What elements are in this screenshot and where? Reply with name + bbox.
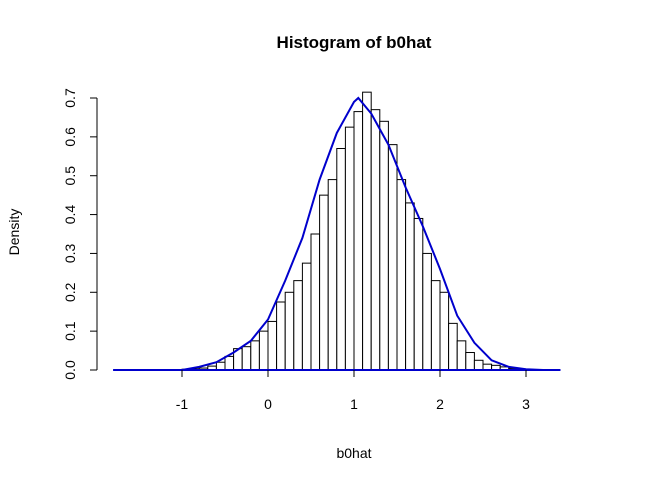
histogram-bar: [465, 352, 475, 371]
histogram-bar: [301, 262, 312, 371]
histogram-bar: [284, 291, 295, 371]
histogram-bar: [448, 322, 458, 371]
y-tick-label: 0.6: [62, 127, 78, 147]
histogram-bar: [430, 280, 441, 371]
y-tick-label: 0.7: [62, 88, 78, 108]
y-axis-label: Density: [6, 209, 22, 256]
y-tick-label: 0.2: [62, 282, 78, 302]
histogram-bar: [215, 361, 226, 371]
histogram-bar: [293, 280, 303, 371]
histogram-bars: [181, 91, 518, 371]
x-tick-label: 3: [522, 396, 530, 412]
x-axis-label: b0hat: [336, 445, 371, 461]
histogram-bar: [353, 111, 364, 371]
histogram-bar: [362, 91, 372, 371]
histogram-bar: [258, 330, 269, 371]
histogram-bar: [319, 194, 329, 371]
histogram-bar: [396, 179, 407, 371]
histogram-bar: [473, 359, 484, 371]
histogram-bar: [267, 320, 278, 371]
histogram-bar: [456, 340, 467, 371]
histogram-bar: [336, 148, 346, 371]
density-curve: [113, 96, 561, 371]
y-tick-label: 0.0: [62, 360, 78, 380]
y-tick-label: 0.5: [62, 166, 78, 186]
x-tick-label: 2: [436, 396, 444, 412]
histogram-bar: [370, 109, 381, 371]
x-tick-label: -1: [176, 396, 189, 412]
histogram-bar: [276, 301, 286, 371]
histogram-bar: [310, 233, 321, 371]
histogram-bar: [224, 355, 235, 371]
x-tick-label: 0: [264, 396, 272, 412]
y-tick-label: 0.4: [62, 205, 78, 225]
histogram-bar: [327, 179, 338, 371]
y-tick-label: 0.3: [62, 243, 78, 263]
histogram-bar: [439, 291, 450, 371]
histogram-bar: [379, 120, 389, 371]
y-tick-label: 0.1: [62, 321, 78, 341]
axes: -1 0 1 2 3 0.0 0.1 0.2 0.3 0.4 0.5 0.6 0.7: [62, 88, 561, 412]
histogram-bar: [250, 340, 260, 371]
histogram-bar: [405, 202, 415, 371]
x-tick-label: 1: [350, 396, 358, 412]
histogram-bar: [344, 126, 355, 371]
histogram-bar: [241, 346, 252, 371]
histogram-bar: [413, 217, 424, 371]
histogram-bar: [422, 252, 432, 371]
histogram-bar: [387, 144, 398, 371]
chart-title: Histogram of b0hat: [277, 33, 432, 52]
